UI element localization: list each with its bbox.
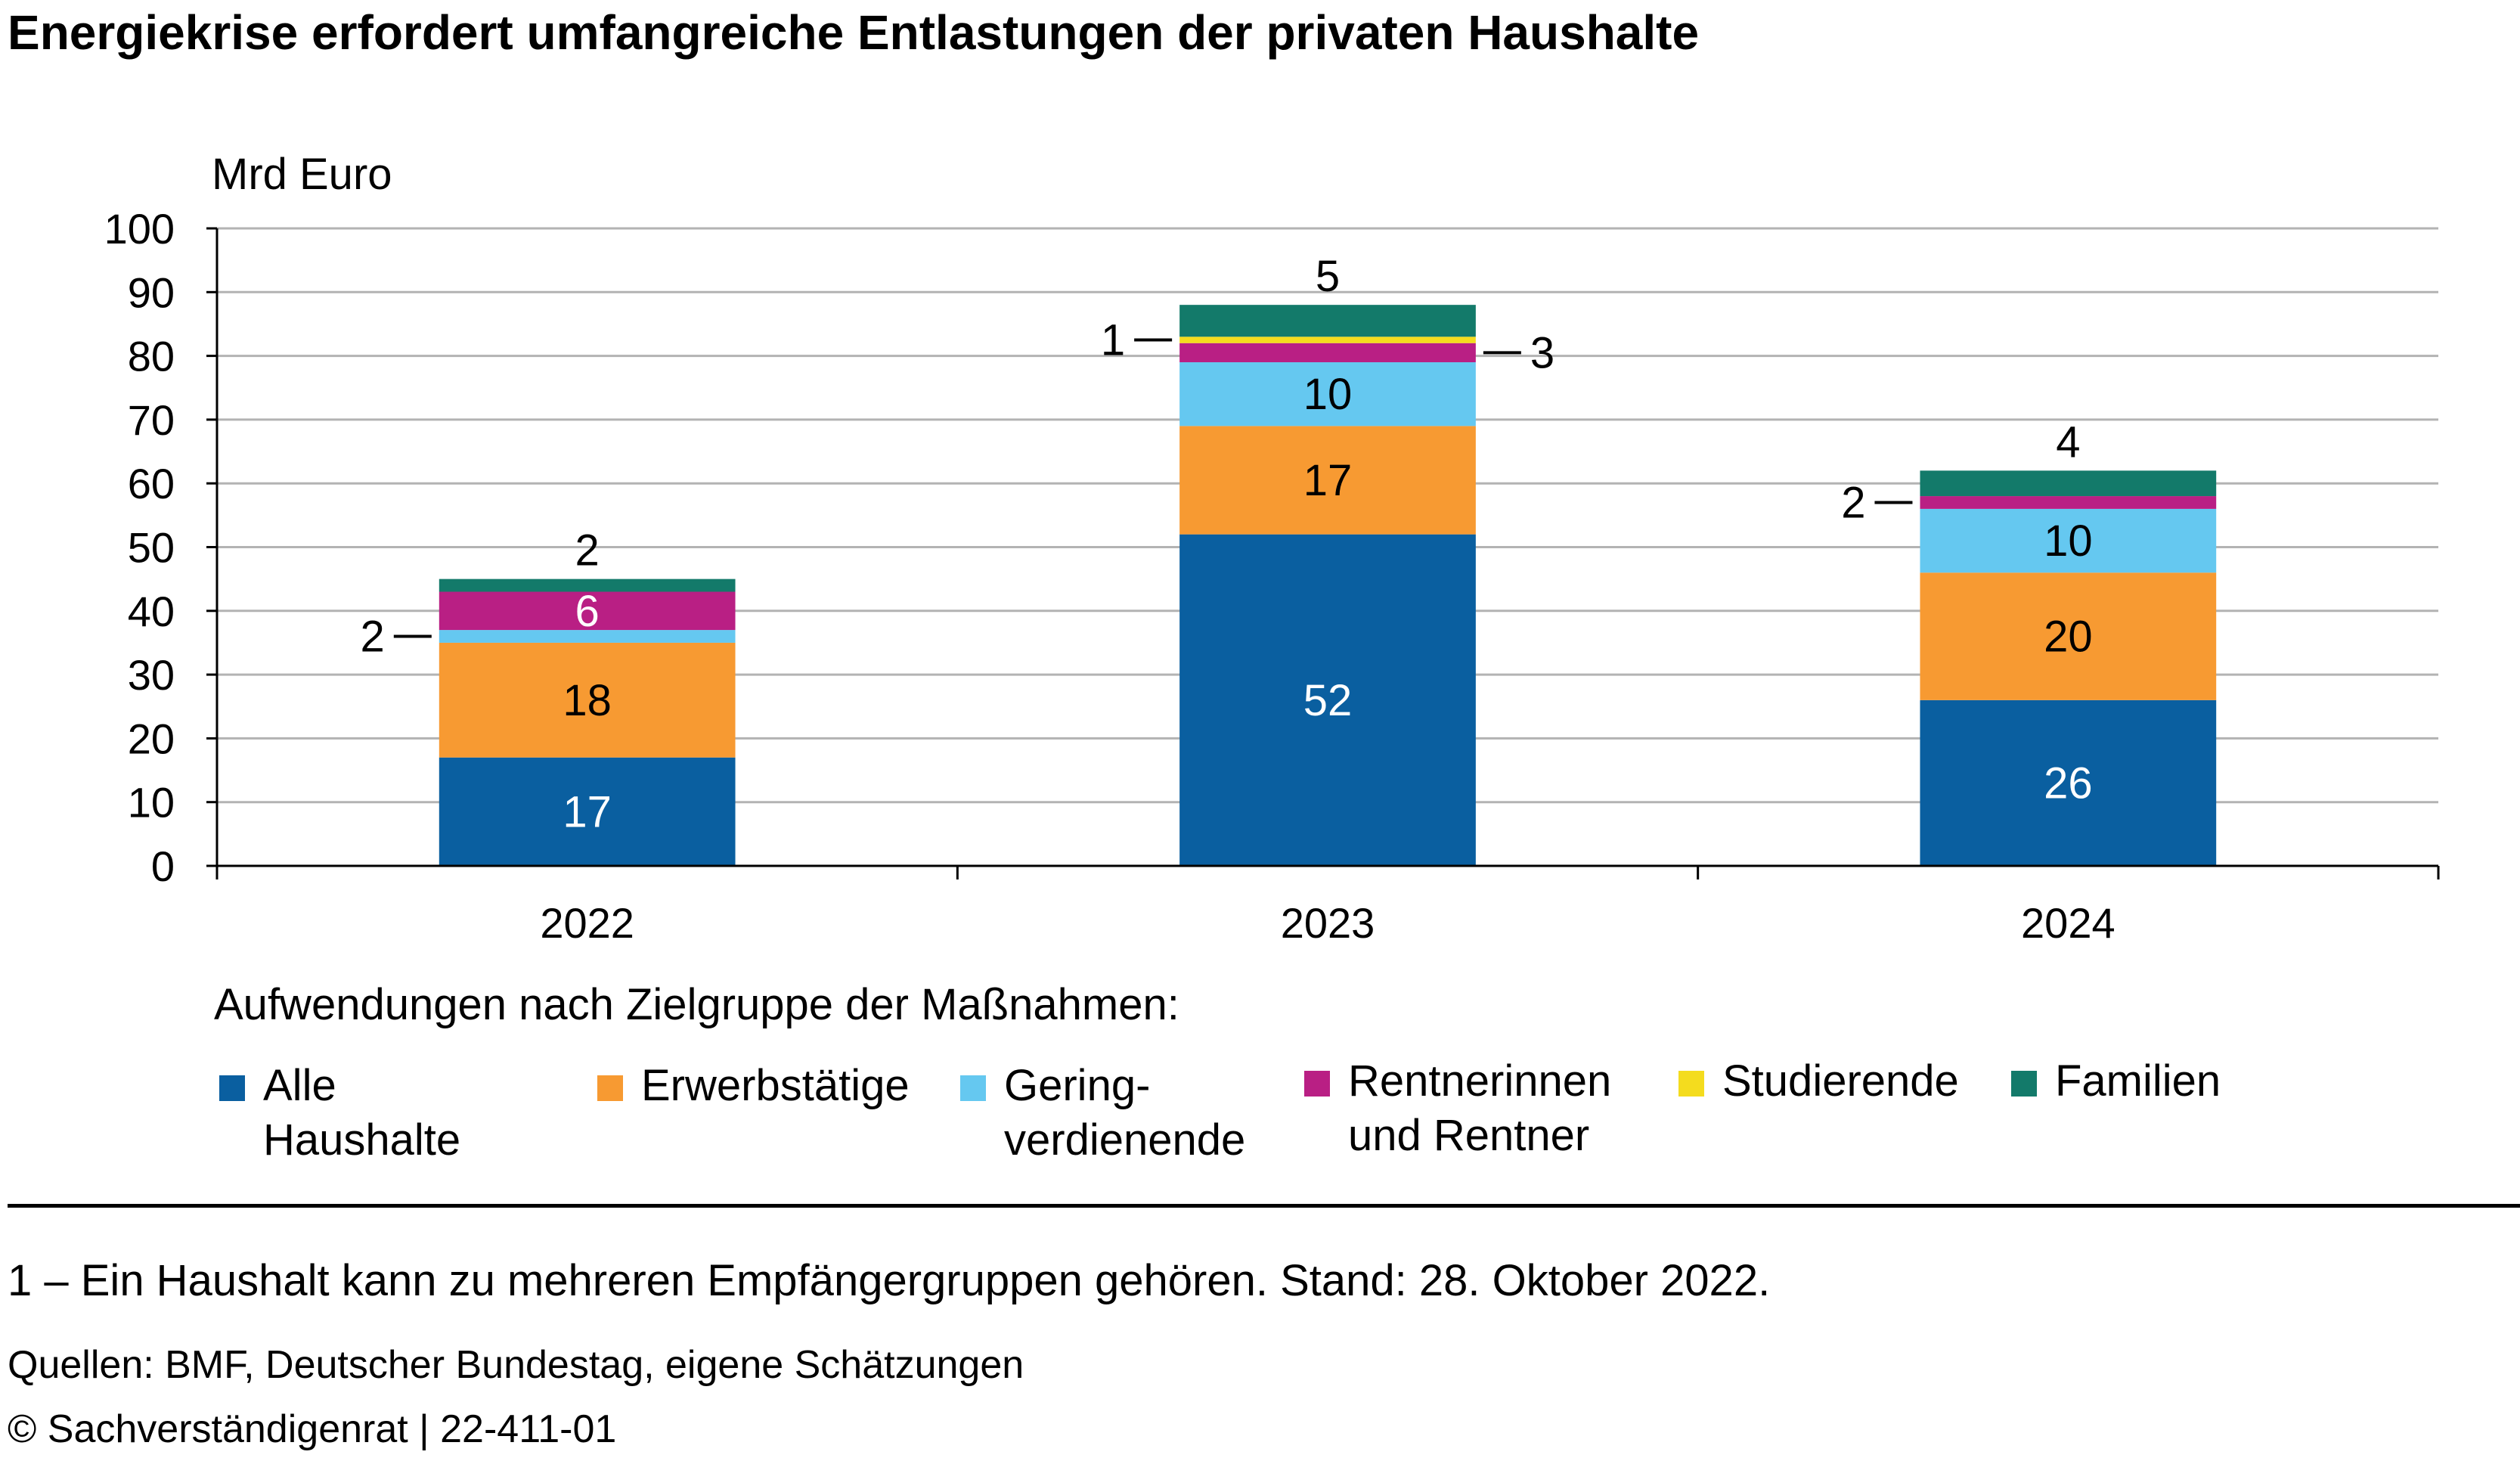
bar-segment: [439, 579, 736, 592]
data-label: 2: [361, 613, 385, 662]
data-label: 5: [1316, 252, 1340, 301]
bar-segment: [1920, 508, 2217, 573]
legend-label: Alle Haushalte: [263, 1061, 461, 1165]
data-label: 26: [2044, 758, 2093, 808]
y-tick-label: 90: [128, 268, 175, 316]
data-label: 4: [2056, 417, 2080, 467]
legend-swatch: [1678, 1071, 1704, 1097]
legend-swatch: [1304, 1071, 1330, 1097]
bar-segment: [1179, 343, 1476, 363]
chart-title: Energiekrise erfordert umfangreiche Entl…: [8, 5, 1700, 60]
data-label: 6: [575, 587, 600, 636]
y-tick-label: 10: [128, 779, 175, 827]
y-axis-unit-label: Mrd Euro: [212, 150, 392, 199]
sources: Quellen: BMF, Deutscher Bundestag, eigen…: [8, 1343, 1024, 1387]
data-label: 10: [1303, 370, 1353, 419]
data-label: 2: [575, 526, 600, 575]
y-tick-label: 100: [104, 205, 175, 253]
y-tick-label: 70: [128, 396, 175, 444]
x-tick-label: 2024: [2021, 899, 2115, 947]
footnote: 1 – Ein Haushalt kann zu mehreren Empfän…: [8, 1256, 1771, 1305]
bar-segment: [1179, 305, 1476, 337]
legend-swatch: [2011, 1071, 2037, 1097]
bar-segment: [1920, 572, 2217, 700]
y-tick-label: 0: [151, 842, 175, 890]
bar-segment: [439, 630, 736, 643]
y-tick-label: 60: [128, 460, 175, 507]
legend-title: Aufwendungen nach Zielgruppe der Maßnahm…: [214, 980, 1179, 1029]
bar-segment: [439, 757, 736, 866]
y-tick-label: 20: [128, 715, 175, 762]
bar-segment: [1179, 534, 1476, 866]
legend-label: Familien: [2055, 1056, 2221, 1106]
footer-divider: [8, 1204, 2520, 1208]
x-tick-label: 2022: [540, 899, 634, 947]
data-label: 10: [2044, 516, 2093, 566]
y-tick-label: 40: [128, 588, 175, 635]
legend-label: Rentnerinnen und Rentner: [1348, 1056, 1612, 1160]
copyright: © Sachverständigenrat | 22-411-01: [8, 1407, 617, 1451]
bar-segment: [1920, 699, 2217, 866]
bar-segment: [1920, 470, 2217, 497]
legend-swatch: [597, 1075, 623, 1101]
legend-label: Gering- verdienende: [1004, 1061, 1246, 1165]
data-label: 1: [1101, 316, 1125, 365]
data-label: 18: [563, 676, 612, 725]
data-label: 17: [563, 787, 612, 836]
legend-swatch: [219, 1075, 245, 1101]
y-tick-label: 80: [128, 333, 175, 380]
bar-segment: [1179, 362, 1476, 427]
x-tick-label: 2023: [1281, 899, 1375, 947]
data-label: 52: [1303, 676, 1353, 725]
data-label: 20: [2044, 613, 2093, 662]
bar-segment: [439, 591, 736, 631]
bar-segment: [439, 642, 736, 758]
data-label: 17: [1303, 456, 1353, 505]
legend-swatch: [960, 1075, 986, 1101]
data-label: 2: [1841, 478, 1865, 527]
data-label: 3: [1530, 328, 1554, 377]
y-tick-label: 50: [128, 524, 175, 572]
bar-segment: [1179, 337, 1476, 343]
bar-segment: [1920, 496, 2217, 509]
y-tick-label: 30: [128, 651, 175, 699]
bar-segment: [1179, 426, 1476, 535]
legend-label: Studierende: [1722, 1056, 1959, 1106]
legend-label: Erwerbstätige: [641, 1061, 910, 1110]
